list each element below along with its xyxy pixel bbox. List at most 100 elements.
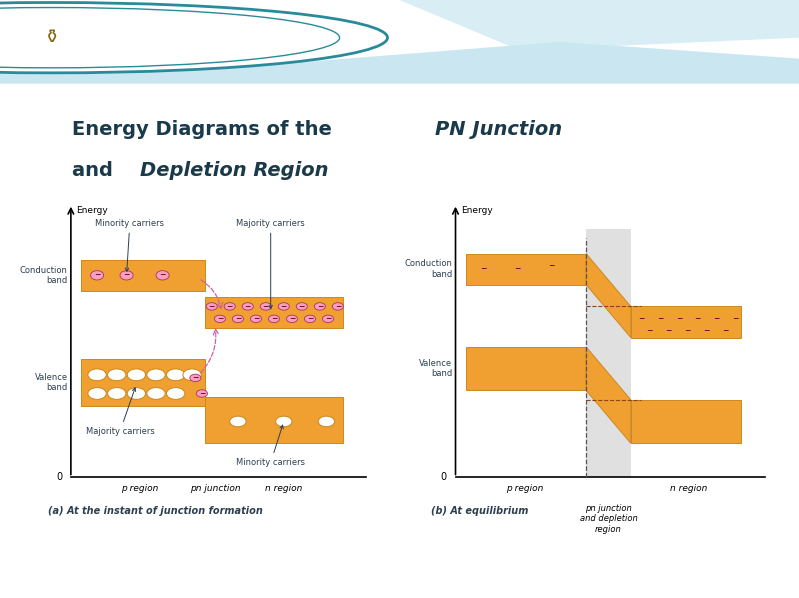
Ellipse shape — [708, 419, 725, 430]
Ellipse shape — [476, 264, 490, 274]
Polygon shape — [586, 254, 630, 337]
Text: −: − — [217, 314, 223, 323]
Circle shape — [0, 2, 388, 73]
Text: p region: p region — [506, 484, 543, 493]
Text: −: − — [271, 314, 277, 323]
Ellipse shape — [268, 315, 280, 322]
Text: −: − — [515, 264, 520, 273]
Text: −: − — [244, 301, 251, 310]
Text: Minority carriers: Minority carriers — [95, 218, 165, 271]
Ellipse shape — [701, 328, 712, 335]
Bar — [586, 228, 630, 477]
Text: n region: n region — [265, 484, 303, 493]
Ellipse shape — [729, 315, 741, 322]
Text: −: − — [316, 301, 323, 310]
Ellipse shape — [545, 261, 559, 271]
Ellipse shape — [278, 303, 289, 310]
Text: Conduction
band: Conduction band — [20, 266, 68, 285]
Bar — [630, 306, 741, 337]
Ellipse shape — [183, 369, 201, 381]
Ellipse shape — [190, 374, 201, 382]
Text: −: − — [694, 314, 701, 323]
Ellipse shape — [108, 388, 126, 399]
Ellipse shape — [88, 388, 106, 399]
Ellipse shape — [120, 271, 133, 280]
Ellipse shape — [230, 416, 246, 427]
Text: pn junction: pn junction — [189, 484, 240, 493]
Ellipse shape — [318, 416, 335, 427]
Ellipse shape — [276, 416, 292, 427]
Text: Majority carriers: Majority carriers — [237, 218, 305, 309]
Ellipse shape — [657, 419, 674, 430]
Text: −: − — [209, 301, 215, 310]
Text: pn junction
and depletion
region: pn junction and depletion region — [579, 504, 638, 533]
Bar — [81, 260, 205, 291]
Text: ⚱: ⚱ — [44, 28, 60, 47]
Ellipse shape — [88, 369, 106, 381]
Text: Minority carriers: Minority carriers — [237, 425, 305, 467]
Text: −: − — [335, 301, 341, 310]
Text: −: − — [646, 327, 653, 335]
Text: −: − — [123, 270, 129, 279]
Ellipse shape — [556, 353, 575, 365]
Text: and: and — [72, 161, 120, 181]
Ellipse shape — [473, 353, 493, 365]
Text: −: − — [160, 270, 165, 279]
Ellipse shape — [127, 388, 145, 399]
Ellipse shape — [260, 303, 272, 310]
Text: −: − — [714, 314, 720, 323]
Polygon shape — [96, 0, 799, 33]
Ellipse shape — [108, 369, 126, 381]
Text: −: − — [325, 314, 332, 323]
Ellipse shape — [332, 303, 344, 310]
Ellipse shape — [166, 369, 185, 381]
Text: Conduction
band: Conduction band — [404, 260, 452, 279]
Polygon shape — [0, 42, 799, 84]
Text: −: − — [722, 327, 729, 335]
Text: (b) At equilibrium: (b) At equilibrium — [431, 507, 529, 516]
Bar — [205, 396, 343, 443]
Ellipse shape — [296, 303, 308, 310]
Ellipse shape — [692, 315, 704, 322]
Text: −: − — [703, 327, 710, 335]
Text: Majority carriers: Majority carriers — [85, 388, 154, 436]
Text: −: − — [94, 270, 100, 279]
Ellipse shape — [90, 271, 104, 280]
Text: −: − — [288, 314, 295, 323]
Text: (a) At the instant of junction formation: (a) At the instant of junction formation — [48, 507, 263, 516]
Ellipse shape — [206, 303, 217, 310]
Text: −: − — [549, 261, 555, 270]
Bar — [630, 399, 741, 443]
Ellipse shape — [127, 369, 145, 381]
Text: −: − — [263, 301, 269, 310]
Ellipse shape — [147, 369, 165, 381]
Text: −: − — [684, 327, 690, 335]
Text: −: − — [733, 314, 739, 323]
Polygon shape — [400, 0, 799, 50]
Ellipse shape — [197, 390, 208, 397]
Text: −: − — [638, 314, 644, 323]
Text: −: − — [480, 264, 486, 273]
Ellipse shape — [711, 315, 722, 322]
Text: −: − — [666, 327, 672, 335]
Ellipse shape — [635, 315, 647, 322]
Ellipse shape — [644, 328, 655, 335]
Ellipse shape — [682, 328, 694, 335]
Polygon shape — [586, 347, 630, 443]
Ellipse shape — [166, 388, 185, 399]
Text: Valence
band: Valence band — [419, 359, 452, 379]
Ellipse shape — [214, 315, 225, 322]
Ellipse shape — [242, 303, 253, 310]
Ellipse shape — [535, 372, 555, 384]
Text: Energy Diagrams of the: Energy Diagrams of the — [72, 120, 339, 139]
Bar — [81, 359, 205, 406]
Ellipse shape — [673, 315, 685, 322]
Text: Valence
band: Valence band — [34, 373, 68, 392]
Ellipse shape — [494, 353, 513, 365]
Text: PN Junction: PN Junction — [435, 120, 562, 139]
Ellipse shape — [147, 388, 165, 399]
Text: −: − — [657, 314, 663, 323]
Ellipse shape — [323, 315, 334, 322]
Ellipse shape — [250, 315, 261, 322]
Ellipse shape — [225, 303, 236, 310]
